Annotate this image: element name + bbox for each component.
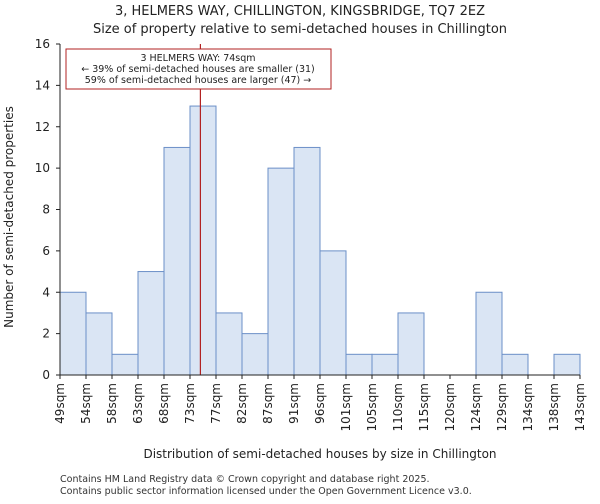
histogram-bar (137, 271, 165, 376)
y-tick-label: 12 (35, 120, 50, 134)
histogram-bar (189, 105, 217, 376)
histogram-bar (293, 146, 321, 376)
bars-layer (59, 105, 581, 376)
y-tick-label: 0 (42, 368, 50, 382)
x-tick-label: 115sqm (417, 383, 431, 431)
histogram-bar (553, 353, 581, 376)
y-tick-label: 16 (35, 37, 50, 51)
histogram-bar (215, 312, 243, 376)
x-tick-label: 73sqm (183, 383, 197, 424)
y-tick-label: 14 (35, 78, 50, 92)
x-tick-label: 87sqm (261, 383, 275, 424)
y-tick-label: 2 (42, 327, 50, 341)
histogram-bar (501, 353, 529, 376)
y-tick-label: 6 (42, 244, 50, 258)
annotation-line-3: 59% of semi-detached houses are larger (… (85, 75, 312, 86)
annotation-box (65, 48, 332, 90)
x-tick-label: 77sqm (209, 383, 223, 424)
y-ticks-layer: 0 2 4 6 8 10 12 14 16 (35, 37, 60, 382)
histogram-bar (267, 167, 295, 376)
x-tick-label: 120sqm (443, 383, 457, 431)
x-axis-label: Distribution of semi-detached houses by … (143, 447, 496, 461)
histogram-bar (371, 353, 399, 376)
annotation-line-1: 3 HELMERS WAY: 74sqm (140, 53, 255, 64)
histogram-bar (59, 291, 87, 376)
histogram-bar (111, 353, 139, 376)
annotation-line-2: ← 39% of semi-detached houses are smalle… (81, 64, 315, 75)
footer-line-1: Contains HM Land Registry data © Crown c… (60, 474, 430, 485)
x-tick-label: 110sqm (391, 383, 405, 431)
y-tick-label: 4 (42, 285, 50, 299)
x-tick-label: 129sqm (495, 383, 509, 431)
x-tick-label: 82sqm (235, 383, 249, 424)
x-tick-label: 54sqm (79, 383, 93, 424)
x-tick-label: 49sqm (53, 383, 67, 424)
y-tick-label: 8 (42, 203, 50, 217)
histogram-bar (319, 250, 347, 376)
histogram-bar (85, 312, 113, 376)
x-ticks-layer: 49sqm 54sqm 58sqm 63sqm 68sqm 73sqm 77sqm 82sqm… (53, 375, 587, 431)
histogram-bar (345, 353, 373, 376)
x-tick-label: 101sqm (339, 383, 353, 431)
histogram-bar (475, 291, 503, 376)
chart-title: 3, HELMERS WAY, CHILLINGTON, KINGSBRIDGE… (115, 4, 485, 19)
chart-subtitle: Size of property relative to semi-detach… (93, 22, 507, 37)
x-tick-label: 143sqm (573, 383, 587, 431)
y-tick-label: 10 (35, 161, 50, 175)
x-tick-label: 134sqm (521, 383, 535, 431)
x-tick-label: 124sqm (469, 383, 483, 431)
histogram-bar (397, 312, 425, 376)
x-tick-label: 58sqm (105, 383, 119, 424)
x-tick-label: 138sqm (547, 383, 561, 431)
x-tick-label: 96sqm (313, 383, 327, 424)
histogram-bar (241, 333, 269, 376)
footer-line-2: Contains public sector information licen… (60, 486, 472, 497)
y-axis-label: Number of semi-detached properties (2, 106, 16, 328)
x-tick-label: 68sqm (157, 383, 171, 424)
x-tick-label: 91sqm (287, 383, 301, 424)
x-tick-label: 63sqm (131, 383, 145, 424)
x-tick-label: 105sqm (365, 383, 379, 431)
property-annotation: 3 HELMERS WAY: 74sqm ← 39% of semi-detac… (65, 48, 332, 90)
histogram-bar (163, 146, 191, 376)
